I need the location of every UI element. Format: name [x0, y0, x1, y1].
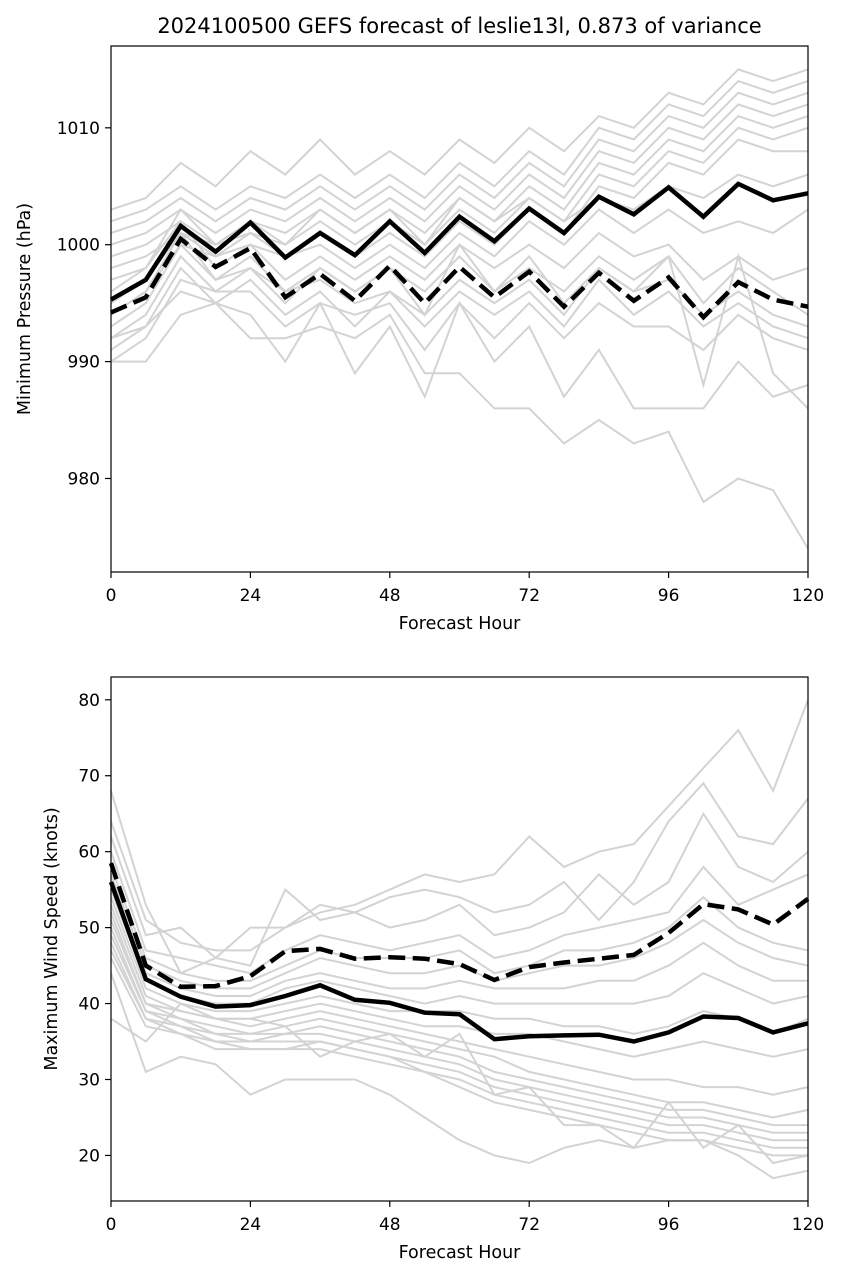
pressure-x-tick-label: 120: [792, 586, 824, 606]
pressure-plot-frame: [110, 45, 809, 573]
wind-member-line: [110, 927, 808, 1127]
pressure-y-axis-label: Minimum Pressure (hPa): [15, 203, 35, 415]
wind-x-tick-label: 24: [240, 1215, 262, 1235]
pressure-series-layer: [109, 68, 809, 550]
pressure-x-tick-label: 48: [379, 586, 401, 606]
wind-y-tick-label: 50: [78, 919, 100, 939]
chart-title: 2024100500 GEFS forecast of leslie13l, 0…: [157, 14, 761, 38]
wind-x-tick-label: 48: [379, 1215, 401, 1235]
pressure-dashed-mean-line: [110, 235, 809, 321]
wind-member-line: [110, 889, 809, 1005]
pressure-member-line: [110, 231, 809, 410]
wind-x-tick-label: 96: [658, 1215, 680, 1235]
wind-x-ticks: 0 24 48 72 96 120: [106, 1201, 824, 1235]
wind-member-line: [110, 866, 809, 982]
wind-y-axis-label: Maximum Wind Speed (knots): [42, 807, 62, 1070]
wind-member-line: [110, 972, 809, 1180]
wind-x-axis-label: Forecast Hour: [399, 1243, 522, 1263]
wind-member-line: [110, 811, 809, 967]
pressure-member-line: [110, 138, 808, 281]
wind-member-line: [110, 934, 808, 1134]
pressure-x-tick-label: 0: [106, 586, 117, 606]
wind-y-tick-label: 70: [78, 767, 100, 787]
pressure-member-line: [110, 103, 809, 246]
wind-y-tick-label: 60: [78, 843, 100, 863]
pressure-x-tick-label: 96: [658, 586, 680, 606]
pressure-member-line: [110, 68, 809, 211]
wind-y-tick-label: 80: [78, 691, 100, 711]
wind-series-layer: [108, 699, 810, 1180]
pressure-solid-mean-line: [109, 181, 809, 302]
pressure-chart: 2024100500 GEFS forecast of leslie13l, 0…: [15, 14, 824, 634]
wind-y-tick-label: 20: [78, 1146, 100, 1166]
pressure-member-line: [110, 266, 809, 351]
wind-member-line: [110, 1002, 809, 1165]
pressure-y-tick-label: 980: [68, 469, 100, 489]
pressure-member-line: [110, 79, 809, 223]
wind-member-line: [110, 942, 808, 1142]
wind-member-line: [110, 699, 809, 975]
wind-y-tick-label: 40: [78, 995, 100, 1015]
pressure-member-line: [110, 91, 809, 234]
wind-dashed-mean-line: [108, 862, 810, 990]
pressure-y-tick-label: 1000: [57, 236, 100, 256]
pressure-y-tick-label: 1010: [57, 119, 100, 139]
wind-member-line: [110, 912, 809, 1096]
pressure-member-line: [110, 126, 809, 270]
wind-chart: 0 24 48 72 96 120 20 30 40 50 60 70 80 Forecast Hou…: [42, 676, 824, 1263]
wind-solid-mean-line: [108, 881, 809, 1044]
wind-member-line: [110, 919, 809, 1119]
wind-y-tick-label: 30: [78, 1070, 100, 1090]
pressure-x-tick-label: 24: [240, 586, 262, 606]
pressure-y-tick-label: 990: [68, 353, 100, 373]
pressure-y-ticks: 980 990 1000 1010: [57, 119, 111, 489]
wind-member-line: [110, 896, 809, 1035]
pressure-member-line: [110, 173, 809, 293]
pressure-x-ticks: 0 24 48 72 96 120: [106, 572, 824, 606]
wind-y-ticks: 20 30 40 50 60 70 80: [78, 691, 111, 1166]
pressure-member-line: [111, 302, 809, 550]
wind-x-tick-label: 0: [106, 1215, 117, 1235]
pressure-x-tick-label: 72: [518, 586, 540, 606]
pressure-member-line: [110, 290, 809, 410]
wind-plot-frame: [110, 676, 809, 1202]
wind-member-line: [110, 851, 809, 975]
pressure-x-axis-label: Forecast Hour: [399, 614, 522, 634]
pressure-member-line: [110, 243, 809, 328]
wind-x-tick-label: 120: [792, 1215, 824, 1235]
wind-member-line: [110, 881, 808, 997]
wind-x-tick-label: 72: [518, 1215, 540, 1235]
wind-member-line: [110, 874, 809, 990]
wind-member-line: [110, 781, 809, 952]
